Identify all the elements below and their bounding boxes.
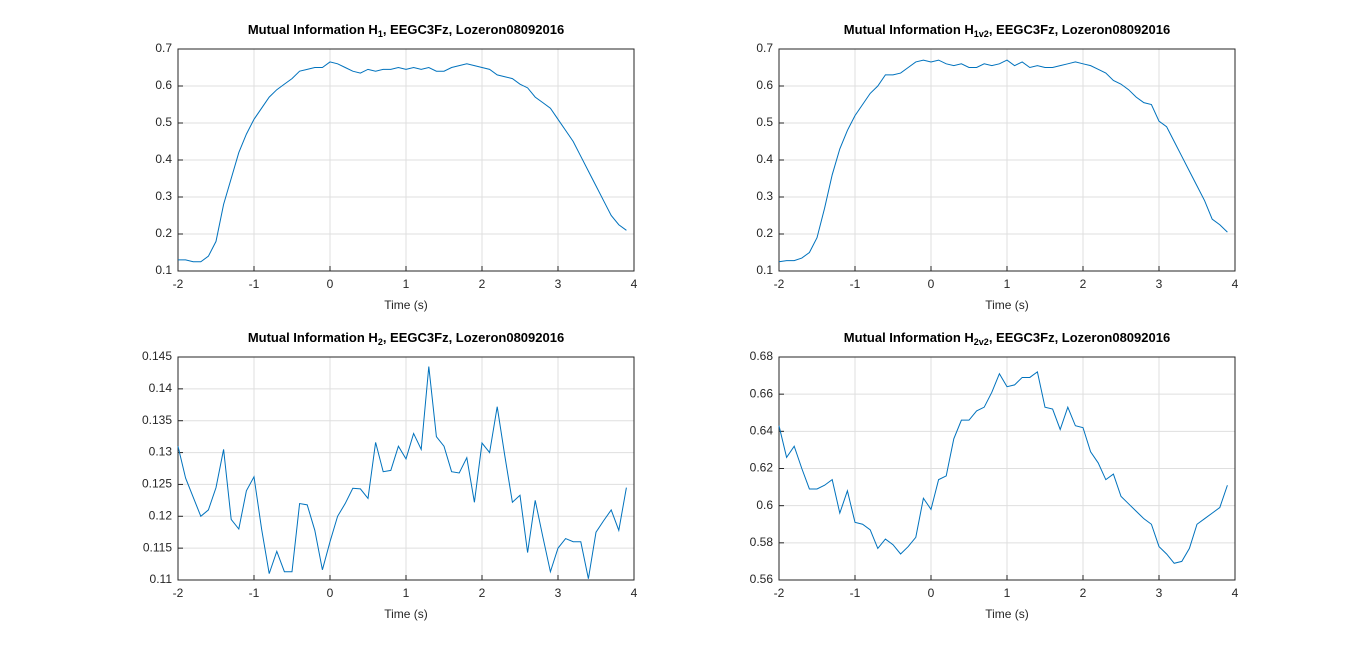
y-tick-label: 0.4	[155, 152, 172, 166]
chart-title: Mutual Information H2, EEGC3Fz, Lozeron0…	[248, 330, 564, 347]
x-tick-label: 1	[1004, 277, 1011, 291]
x-tick-label: 4	[631, 586, 638, 600]
y-tick-label: 0.13	[149, 445, 173, 459]
y-tick-label: 0.66	[750, 386, 774, 400]
axes-box	[177, 48, 635, 272]
data-line	[778, 371, 1228, 564]
x-tick-label: 2	[1080, 277, 1087, 291]
axes-box	[778, 356, 1236, 581]
title-subscript: 2v2	[974, 337, 989, 347]
chart-title: Mutual Information H1v2, EEGC3Fz, Lozero…	[844, 22, 1170, 39]
title-subscript: 1v2	[974, 29, 989, 39]
y-tick-label: 0.115	[143, 540, 172, 554]
title-main: Mutual Information H	[844, 22, 974, 37]
x-tick-label: -1	[850, 277, 861, 291]
y-tick-label: 0.7	[155, 41, 172, 55]
x-tick-label: -1	[850, 586, 861, 600]
title-rest: , EEGC3Fz, Lozeron08092016	[989, 330, 1170, 345]
x-tick-label: -2	[173, 277, 184, 291]
x-tick-label: 2	[479, 277, 486, 291]
y-tick-label: 0.7	[756, 41, 773, 55]
axes-box	[177, 356, 635, 581]
x-tick-label: 4	[631, 277, 638, 291]
x-axis-label: Time (s)	[384, 298, 428, 312]
x-tick-label: 1	[403, 586, 410, 600]
x-tick-label: -1	[249, 277, 260, 291]
y-tick-label: 0.11	[150, 572, 173, 586]
y-tick-label: 0.4	[756, 152, 773, 166]
y-tick-label: 0.1	[155, 263, 172, 277]
x-tick-label: 0	[327, 586, 334, 600]
data-line	[778, 59, 1228, 263]
y-tick-label: 0.145	[142, 349, 172, 363]
y-tick-label: 0.3	[155, 189, 172, 203]
y-tick-label: 0.1	[756, 263, 773, 277]
x-tick-label: 0	[327, 277, 334, 291]
y-tick-label: 0.56	[750, 572, 774, 586]
chart-title: Mutual Information H1, EEGC3Fz, Lozeron0…	[248, 22, 564, 39]
y-tick-label: 0.6	[756, 498, 773, 512]
subplot: -2 -1 0 1 2 3 4 0.1 0.2 0.3 0.4 0.5 0.6 0.7 Time (s) Mu…	[756, 22, 1238, 312]
y-tick-label: 0.5	[756, 115, 773, 129]
title-main: Mutual Information H	[248, 22, 378, 37]
x-tick-label: 1	[1004, 586, 1011, 600]
x-tick-label: -2	[173, 586, 184, 600]
title-rest: , EEGC3Fz, Lozeron08092016	[383, 330, 564, 345]
x-tick-label: 3	[1156, 277, 1163, 291]
y-tick-label: 0.135	[142, 413, 172, 427]
chart-title: Mutual Information H2v2, EEGC3Fz, Lozero…	[844, 330, 1170, 347]
x-tick-label: -2	[774, 277, 785, 291]
subplot: -2 -1 0 1 2 3 4 0.1 0.2 0.3 0.4 0.5 0.6 0.7 Time (s) Mu…	[155, 22, 637, 312]
x-axis-label: Time (s)	[985, 298, 1029, 312]
y-tick-label: 0.2	[155, 226, 172, 240]
y-tick-label: 0.58	[750, 535, 774, 549]
y-tick-label: 0.6	[756, 78, 773, 92]
x-tick-label: 3	[555, 586, 562, 600]
y-tick-label: 0.3	[756, 189, 773, 203]
y-tick-label: 0.125	[142, 477, 172, 491]
subplot: -2 -1 0 1 2 3 4 0.56 0.58 0.6 0.62 0.64 0.66 0.68 Time…	[750, 330, 1239, 621]
x-axis-label: Time (s)	[384, 607, 428, 621]
subplot: -2 -1 0 1 2 3 4 0.11 0.115 0.12 0.125 0.13 0.135 0.14…	[142, 330, 638, 621]
data-line	[178, 61, 627, 263]
axes-box	[778, 48, 1236, 272]
title-rest: , EEGC3Fz, Lozeron08092016	[989, 22, 1170, 37]
title-rest: , EEGC3Fz, Lozeron08092016	[383, 22, 564, 37]
y-tick-label: 0.64	[750, 424, 774, 438]
y-tick-label: 0.14	[149, 381, 173, 395]
title-subscript: 2	[378, 337, 383, 347]
x-axis-label: Time (s)	[985, 607, 1029, 621]
x-tick-label: 2	[479, 586, 486, 600]
x-tick-label: 0	[928, 277, 935, 291]
title-main: Mutual Information H	[844, 330, 974, 345]
x-tick-label: -2	[774, 586, 785, 600]
y-tick-label: 0.62	[750, 461, 774, 475]
x-tick-label: 0	[928, 586, 935, 600]
y-tick-label: 0.6	[155, 78, 172, 92]
x-tick-label: 3	[555, 277, 562, 291]
y-tick-label: 0.68	[750, 349, 774, 363]
y-tick-label: 0.2	[756, 226, 773, 240]
y-tick-label: 0.5	[155, 115, 172, 129]
y-tick-label: 0.12	[149, 508, 173, 522]
x-tick-label: 3	[1156, 586, 1163, 600]
x-tick-label: 4	[1232, 277, 1239, 291]
title-subscript: 1	[378, 29, 383, 39]
data-line	[177, 366, 627, 579]
x-tick-label: 2	[1080, 586, 1087, 600]
x-tick-label: 1	[403, 277, 410, 291]
x-tick-label: 4	[1232, 586, 1239, 600]
title-main: Mutual Information H	[248, 330, 378, 345]
x-tick-label: -1	[249, 586, 260, 600]
